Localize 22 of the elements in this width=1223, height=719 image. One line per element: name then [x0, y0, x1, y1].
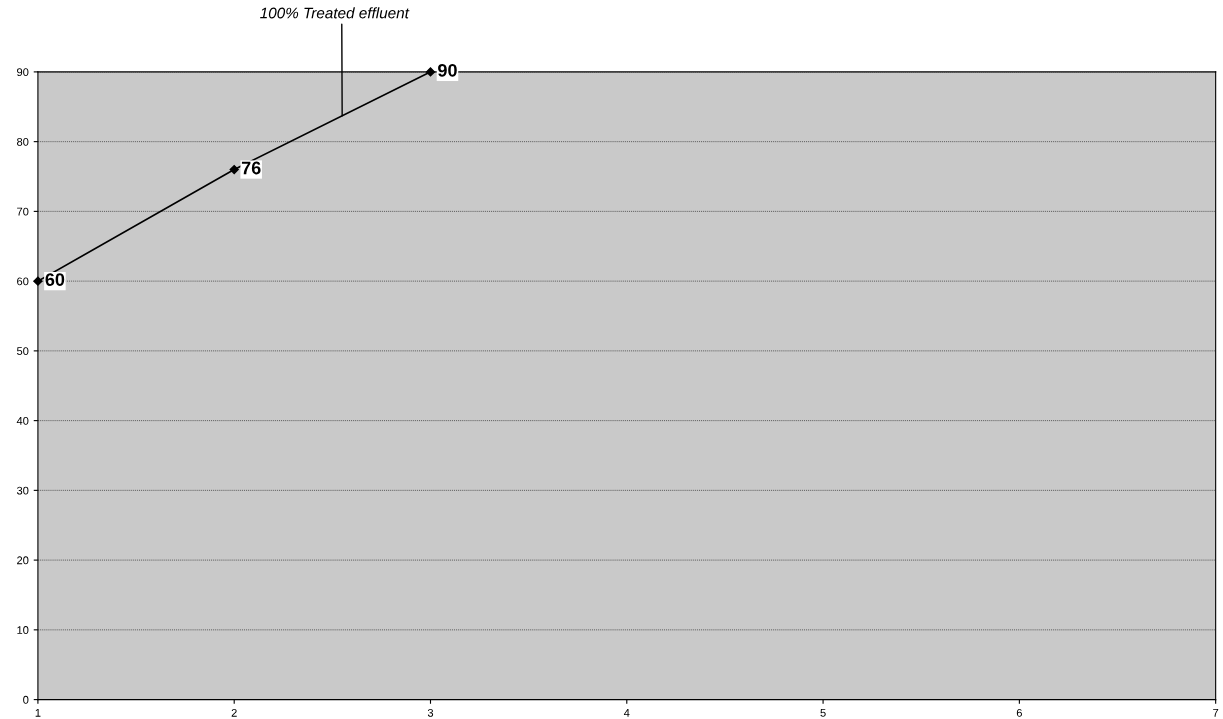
y-tick-label: 40: [16, 416, 29, 425]
annotation: 100% Treated effluent: [260, 7, 410, 19]
y-tick-label: 70: [17, 207, 29, 216]
y-tick-label: 10: [17, 626, 29, 634]
y-tick-label: 30: [16, 486, 29, 495]
y-tick-label: 60: [17, 277, 29, 286]
x-tick-label: 2: [231, 708, 237, 717]
y-tick-label: 80: [17, 137, 29, 146]
data-label: 60: [45, 273, 65, 286]
x-tick-label: 4: [623, 709, 630, 717]
y-tick-label: 0: [23, 695, 29, 704]
x-tick-label: 6: [1016, 708, 1022, 717]
data-label: 90: [438, 63, 457, 77]
x-tick-label: 7: [1213, 709, 1219, 717]
y-tick-label: 50: [16, 347, 29, 356]
x-tick-label: 1: [35, 709, 41, 717]
point: [229, 164, 239, 175]
x-tick-label: 3: [427, 708, 434, 717]
data-label: 76: [241, 161, 261, 175]
x-tick-label: 5: [820, 709, 826, 717]
y-tick-label: 20: [17, 556, 29, 565]
y-tick-label: 90: [17, 68, 29, 77]
